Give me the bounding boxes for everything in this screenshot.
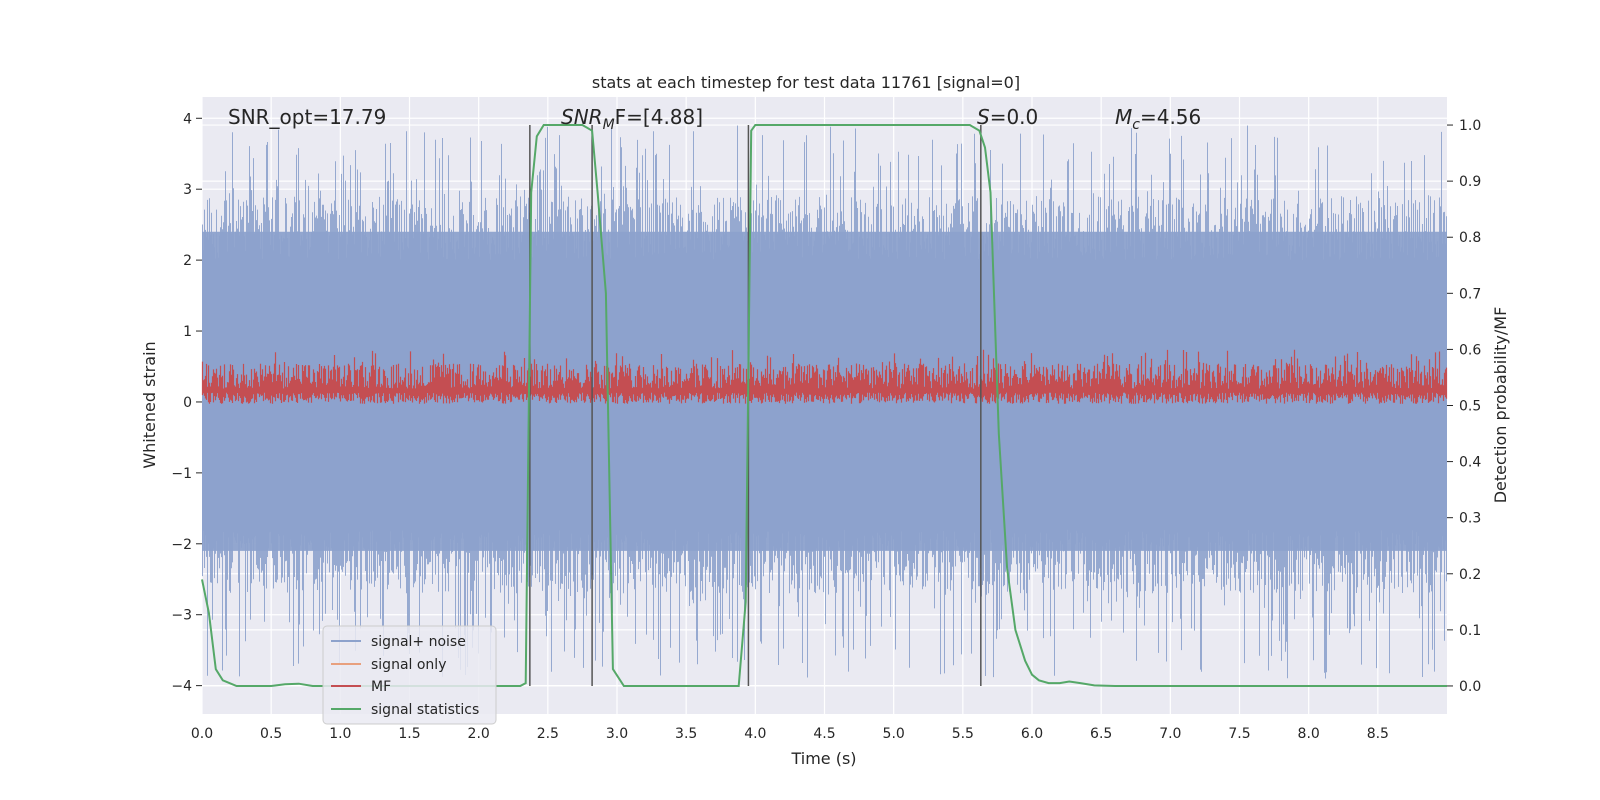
mf-series (201, 349, 1448, 404)
x-tick-label: 7.5 (1228, 726, 1250, 742)
y-tick-label: 0 (183, 395, 192, 411)
x-tick-label: 1.0 (329, 726, 351, 742)
x-tick-label: 4.5 (813, 726, 835, 742)
y2-tick-label: 0.0 (1459, 679, 1481, 695)
y2-tick-label: 0.4 (1459, 455, 1481, 471)
snr-mf-annotation: SNRMF=[4.88] (561, 105, 703, 133)
mc-main: M (1115, 105, 1132, 129)
s-annotation: S=0.0 (977, 105, 1038, 129)
legend-box (322, 625, 497, 725)
y2-tick-label: 0.6 (1459, 342, 1481, 358)
y-tick-label: 4 (183, 111, 192, 127)
y2-tick-label: 1.0 (1459, 118, 1481, 134)
y2-tick-label: 0.1 (1459, 623, 1481, 639)
snr-mf-main: SNR (561, 105, 603, 129)
y-tick-label: −3 (171, 608, 192, 624)
s-rest: =0.0 (990, 105, 1039, 129)
mf-trace (201, 349, 1448, 404)
x-axis-ticks: 0.0 0.5 1.0 1.5 2.0 2.5 3.0 3.5 4.0 4.5 5.0 5.5 6.0 6… (191, 726, 1389, 742)
y-axis-ticks: 4 3 2 1 0 −1 −2 −3 −4 (171, 111, 202, 695)
y2-tick-label: 0.9 (1459, 174, 1481, 190)
x-tick-label: 3.0 (606, 726, 628, 742)
x-tick-label: 4.0 (744, 726, 766, 742)
s-main: S (977, 105, 990, 129)
y-tick-label: −1 (171, 466, 192, 482)
mc-sub: c (1132, 117, 1140, 133)
y-tick-label: 1 (183, 324, 192, 340)
legend: signal+ noise signal only MF signal stat… (322, 625, 497, 725)
legend-label-mf: MF (371, 679, 391, 695)
legend-label-signal-only: signal only (371, 657, 446, 673)
x-tick-label: 8.5 (1367, 726, 1389, 742)
y2-tick-label: 0.7 (1459, 286, 1481, 302)
y-tick-label: 2 (183, 253, 192, 269)
x-tick-label: 5.0 (883, 726, 905, 742)
snr-mf-rest: F=[4.88] (615, 105, 703, 129)
y2-axis-label: Detection probability/MF (1491, 307, 1510, 504)
y2-tick-label: 0.3 (1459, 511, 1481, 527)
signal-statistics-line (201, 124, 1447, 687)
x-tick-label: 3.5 (675, 726, 697, 742)
y-tick-label: −4 (171, 679, 192, 695)
x-axis-label: Time (s) (790, 749, 856, 768)
y2-tick-label: 0.8 (1459, 230, 1481, 246)
y-tick-label: 3 (183, 182, 192, 198)
y2-tick-label: 0.5 (1459, 399, 1481, 415)
x-tick-label: 2.0 (468, 726, 490, 742)
mc-annotation: Mc=4.56 (1115, 105, 1201, 133)
y2-tick-label: 0.2 (1459, 567, 1481, 583)
x-tick-label: 5.5 (952, 726, 974, 742)
mc-rest: =4.56 (1140, 105, 1201, 129)
x-tick-label: 7.0 (1159, 726, 1181, 742)
signal-statistics-series (201, 124, 1447, 687)
y-tick-label: −2 (171, 537, 192, 553)
x-tick-label: 6.5 (1090, 726, 1112, 742)
legend-label-signal-statistics: signal statistics (371, 702, 479, 718)
x-tick-label: 8.0 (1298, 726, 1320, 742)
x-tick-label: 6.0 (1021, 726, 1043, 742)
x-tick-label: 0.5 (260, 726, 282, 742)
x-tick-label: 2.5 (537, 726, 559, 742)
y2-axis-ticks: 1.0 0.9 0.8 0.7 0.6 0.5 0.4 0.3 0.2 0.1 0.0 (1447, 118, 1481, 695)
chart-title: stats at each timestep for test data 117… (592, 73, 1020, 92)
snr-mf-sub: M (603, 117, 615, 133)
y-axis-label: Whitened strain (140, 341, 159, 468)
legend-label-signal-noise: signal+ noise (371, 634, 466, 650)
snr-opt-annotation: SNR_opt=17.79 (228, 105, 386, 129)
x-tick-label: 0.0 (191, 726, 213, 742)
x-tick-label: 1.5 (398, 726, 420, 742)
